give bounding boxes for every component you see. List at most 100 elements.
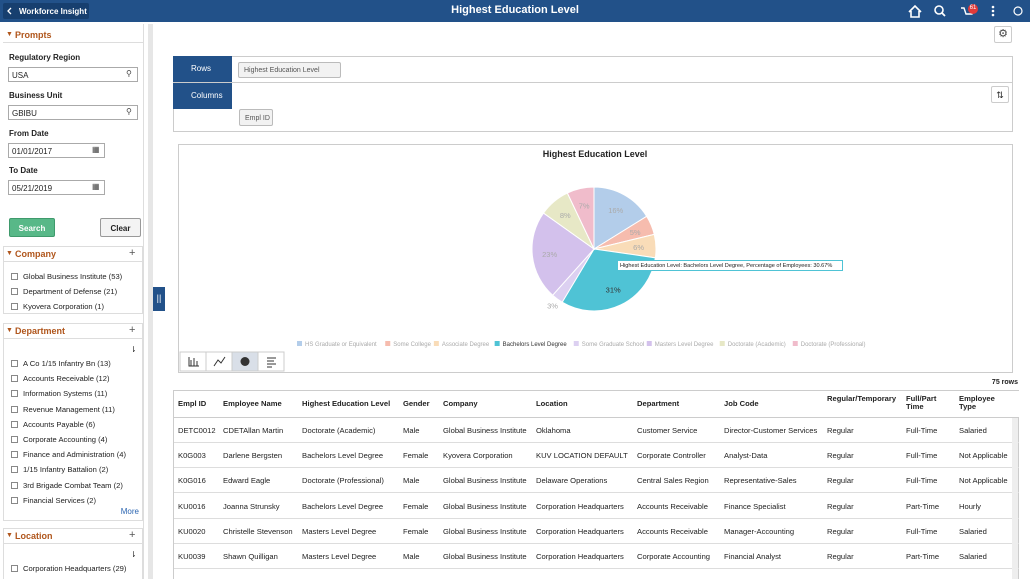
collapse-handle[interactable]: || bbox=[153, 287, 165, 311]
column-header[interactable]: Company bbox=[443, 399, 478, 408]
cell: Christelle Stevenson bbox=[223, 526, 293, 536]
column-header[interactable]: Empl ID bbox=[178, 399, 207, 408]
cell: Customer Service bbox=[637, 426, 698, 435]
chart-type-button[interactable] bbox=[179, 351, 207, 372]
facet-add[interactable]: + bbox=[129, 529, 136, 541]
sort-icon[interactable]: ⇂ bbox=[130, 550, 137, 559]
chart-panel bbox=[178, 144, 1013, 373]
facet-item[interactable]: Kyovera Corporation (1) bbox=[23, 302, 105, 312]
settings-button[interactable]: ⚙ bbox=[994, 26, 1012, 43]
column-header[interactable]: Full/Part Time bbox=[906, 394, 937, 411]
slice-label: 6% bbox=[633, 243, 644, 252]
column-header[interactable]: Employee Type bbox=[959, 394, 995, 411]
back-button[interactable]: Workforce Insight bbox=[3, 3, 89, 19]
facet-item[interactable]: Global Business Institute (53) bbox=[23, 272, 123, 281]
cell: Doctorate (Professional) bbox=[302, 476, 384, 486]
column-header[interactable]: Job Code bbox=[724, 399, 759, 408]
cell: K0G016 bbox=[178, 476, 206, 486]
column-header[interactable]: Highest Education Level bbox=[302, 399, 391, 408]
cell: Director-Customer Services bbox=[724, 426, 818, 435]
checkbox[interactable] bbox=[11, 303, 18, 311]
checkbox[interactable] bbox=[11, 420, 18, 428]
sort-icon[interactable]: ⇂ bbox=[130, 345, 137, 354]
slice-label: 7% bbox=[579, 201, 590, 210]
legend-label: Associate Degree bbox=[442, 342, 490, 348]
cell: Bachelors Level Degree bbox=[302, 451, 384, 461]
chart-title: Highest Education Level bbox=[542, 149, 648, 159]
checkbox[interactable] bbox=[11, 375, 18, 383]
checkbox[interactable] bbox=[11, 466, 18, 474]
cell: Full-Time bbox=[906, 426, 938, 435]
rows-chip[interactable]: Highest Education Level bbox=[238, 62, 341, 78]
field-input[interactable]: 05/21/2019 bbox=[8, 180, 105, 195]
facet-add[interactable]: + bbox=[129, 324, 136, 336]
checkbox[interactable] bbox=[11, 496, 18, 504]
checkbox[interactable] bbox=[11, 405, 18, 413]
column-header[interactable]: Gender bbox=[403, 399, 430, 408]
facet-item[interactable]: Revenue Management (11) bbox=[23, 404, 115, 414]
cell: Part-Time bbox=[906, 552, 940, 561]
cell: Corporation Headquarters bbox=[536, 526, 624, 536]
column-header[interactable]: Regular/Temporary bbox=[827, 394, 897, 403]
icon bbox=[240, 357, 250, 366]
facet-item[interactable]: Accounts Receivable (12) bbox=[23, 374, 110, 384]
checkbox[interactable] bbox=[11, 451, 18, 459]
checkbox[interactable] bbox=[11, 360, 18, 367]
field-icon[interactable]: ▦ bbox=[92, 145, 100, 154]
table-header-bg bbox=[174, 391, 1019, 418]
facet-item[interactable]: Accounts Payable (6) bbox=[23, 419, 96, 429]
column-header[interactable]: Department bbox=[637, 399, 680, 408]
cell: Part-Time bbox=[906, 501, 940, 511]
checkbox[interactable] bbox=[11, 390, 18, 398]
field-icon[interactable]: ⚲ bbox=[126, 107, 132, 116]
caret: ▼ bbox=[6, 327, 13, 334]
clear-button[interactable]: Clear bbox=[100, 218, 141, 237]
facet-item[interactable]: Finance and Administration (4) bbox=[23, 450, 126, 460]
facet-item[interactable]: 1/15 Infantry Battalion (2) bbox=[23, 465, 109, 475]
facet-item[interactable]: Corporation Headquarters (29) bbox=[23, 564, 127, 573]
facet-item[interactable]: Financial Services (2) bbox=[23, 495, 97, 505]
cell: Representative-Sales bbox=[724, 476, 797, 486]
pie-slice bbox=[593, 186, 648, 250]
column-header[interactable]: Employee Name bbox=[223, 399, 282, 408]
table-row bbox=[174, 468, 1019, 494]
search-button[interactable]: Search bbox=[9, 218, 55, 237]
caret: ▼ bbox=[6, 31, 13, 38]
checkbox[interactable] bbox=[11, 273, 18, 280]
field-input[interactable]: 01/01/2017 bbox=[8, 143, 105, 158]
facet-item[interactable]: Information Systems (11) bbox=[23, 389, 108, 399]
slice-label: 5% bbox=[630, 228, 641, 237]
checkbox[interactable] bbox=[11, 288, 18, 296]
checkbox[interactable] bbox=[11, 436, 18, 443]
field-icon[interactable]: ⚲ bbox=[126, 69, 132, 78]
cell: Full-Time bbox=[906, 526, 938, 536]
cell: KU0039 bbox=[178, 552, 206, 561]
facet-add[interactable]: + bbox=[129, 247, 136, 259]
field-label: Regulatory Region bbox=[9, 53, 81, 62]
facet-item[interactable]: Corporate Accounting (4) bbox=[23, 435, 108, 444]
field-icon[interactable]: ▦ bbox=[92, 182, 100, 191]
columns-chip[interactable]: Empl ID bbox=[239, 109, 273, 126]
facet-item[interactable]: A Co 1/15 Infantry Bn (13) bbox=[23, 359, 111, 368]
facet-item[interactable]: Department of Defense (21) bbox=[23, 287, 118, 297]
field-input[interactable]: GBIBU bbox=[8, 105, 138, 120]
icon bbox=[267, 357, 276, 368]
checkbox[interactable] bbox=[11, 565, 18, 572]
column-header[interactable]: Location bbox=[536, 399, 568, 408]
cell: Central Sales Region bbox=[637, 476, 709, 486]
cell: Shawn Quilligan bbox=[223, 552, 278, 561]
legend-label: Bachelors Level Degree bbox=[503, 342, 568, 348]
header-bar bbox=[0, 0, 1030, 22]
icon bbox=[188, 357, 199, 367]
facet-title: Company bbox=[15, 249, 57, 259]
checkbox[interactable] bbox=[11, 481, 18, 489]
more-link[interactable]: More bbox=[120, 507, 139, 516]
facet-box bbox=[3, 323, 143, 521]
field-input[interactable]: USA bbox=[8, 67, 138, 82]
swap-button[interactable]: ⇅ bbox=[991, 86, 1009, 103]
divider bbox=[173, 82, 1013, 83]
facet-item[interactable]: 3rd Brigade Combat Team (2) bbox=[23, 480, 123, 490]
columns-label: Columns bbox=[173, 83, 232, 109]
section-title: Prompts bbox=[15, 30, 52, 40]
